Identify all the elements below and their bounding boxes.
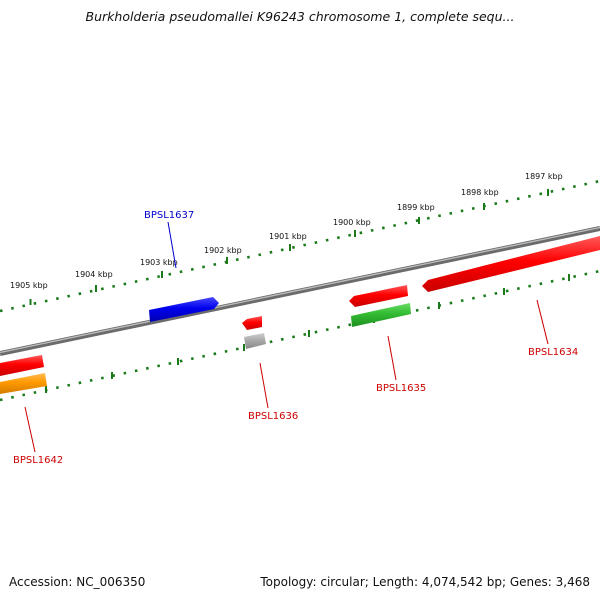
ruler-label-1903: 1903 kbp <box>140 258 178 267</box>
gene-label-bpsl1637[interactable]: BPSL1637 <box>144 210 194 221</box>
ruler-label-1905: 1905 kbp <box>10 281 48 290</box>
ruler-label-1904: 1904 kbp <box>75 270 113 279</box>
accession-text: Accession: NC_006350 <box>9 575 146 589</box>
leader-bpsl1635 <box>387 335 397 381</box>
leader-bpsl1637 <box>167 221 177 269</box>
ruler-label-1901: 1901 kbp <box>269 232 307 241</box>
gene-bpsl1636-pseudo[interactable] <box>244 333 266 349</box>
leader-bpsl1636 <box>259 362 269 409</box>
genome-title: Burkholderia pseudomallei K96243 chromos… <box>85 9 515 24</box>
gene-bpsl1642-neighbor[interactable] <box>0 373 47 394</box>
ruler-label-1897: 1897 kbp <box>525 172 563 181</box>
outer-ruler-major-ticks <box>29 189 549 305</box>
ruler-label-1902: 1902 kbp <box>204 246 242 255</box>
ruler-label-1898: 1898 kbp <box>461 188 499 197</box>
outer-ruler-labels: 1905 kbp 1904 kbp 1903 kbp 1902 kbp 1901… <box>10 172 563 290</box>
ruler-label-1899: 1899 kbp <box>397 203 435 212</box>
ruler-label-1900: 1900 kbp <box>333 218 371 227</box>
gene-bpsl1635[interactable] <box>349 285 408 307</box>
gene-bpsl1635-rna[interactable] <box>351 303 411 327</box>
gene-bpsl1634[interactable] <box>422 236 600 292</box>
gene-label-bpsl1636[interactable]: BPSL1636 <box>248 411 298 422</box>
leader-bpsl1634 <box>536 299 549 345</box>
gene-label-bpsl1642[interactable]: BPSL1642 <box>13 455 63 466</box>
gene-label-bpsl1634[interactable]: BPSL1634 <box>528 347 578 358</box>
gene-label-bpsl1635[interactable]: BPSL1635 <box>376 383 426 394</box>
leader-bpsl1642 <box>24 406 36 453</box>
gene-bpsl1642[interactable] <box>0 355 44 376</box>
label-leaders <box>24 221 549 453</box>
genome-summary-text: Topology: circular; Length: 4,074,542 bp… <box>260 575 590 589</box>
gene-bpsl1636[interactable] <box>242 316 262 330</box>
genome-backbone <box>0 226 600 356</box>
gene-bpsl1637[interactable] <box>149 297 219 322</box>
